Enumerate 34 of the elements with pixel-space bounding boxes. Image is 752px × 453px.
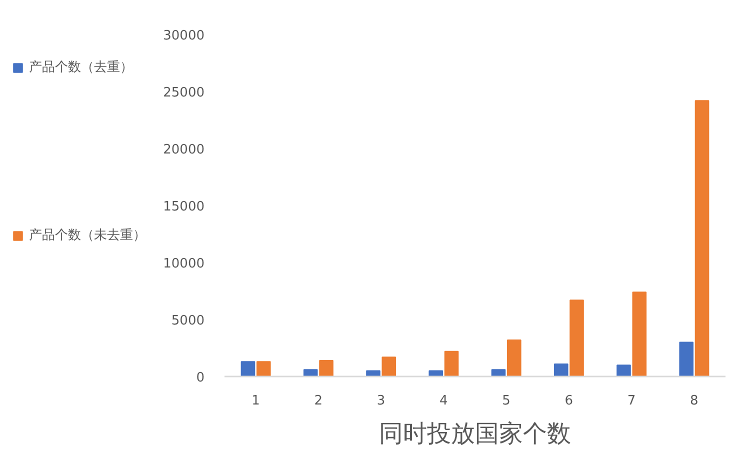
bar — [616, 364, 631, 376]
y-tick-label: 25000 — [163, 86, 205, 100]
bar — [240, 361, 256, 376]
x-tick-label: 5 — [502, 394, 510, 408]
bar — [444, 350, 459, 376]
legend-label: 产品个数（未去重） — [29, 227, 146, 244]
bar — [491, 369, 506, 376]
bar — [303, 369, 318, 376]
y-tick-label: 15000 — [163, 200, 205, 214]
y-tick-label: 20000 — [163, 142, 205, 158]
bar — [694, 100, 710, 376]
y-tick-label: 10000 — [163, 256, 205, 272]
bar — [554, 363, 568, 376]
x-axis-title: 同时投放国家个数 — [379, 420, 571, 448]
x-tick-label: 7 — [627, 394, 636, 408]
y-tick-label: 30000 — [163, 28, 205, 44]
bar — [319, 360, 334, 376]
bar — [256, 361, 271, 376]
bar — [366, 370, 380, 376]
x-tick-label: 2 — [314, 394, 323, 408]
x-tick-label: 8 — [690, 394, 698, 408]
bar — [506, 340, 522, 376]
y-tick-label: 0 — [196, 370, 205, 386]
bar — [632, 292, 647, 376]
x-tick-label: 3 — [376, 394, 386, 408]
y-tick-label: 5000 — [171, 314, 205, 328]
bar — [428, 370, 444, 376]
bar — [679, 342, 694, 376]
x-tick-label: 4 — [440, 394, 448, 408]
legend-label: 产品个数（去重） — [29, 59, 133, 76]
x-tick-label: 6 — [564, 394, 574, 408]
bar — [570, 300, 584, 376]
bar — [382, 356, 396, 376]
x-tick-label: 1 — [252, 394, 260, 408]
